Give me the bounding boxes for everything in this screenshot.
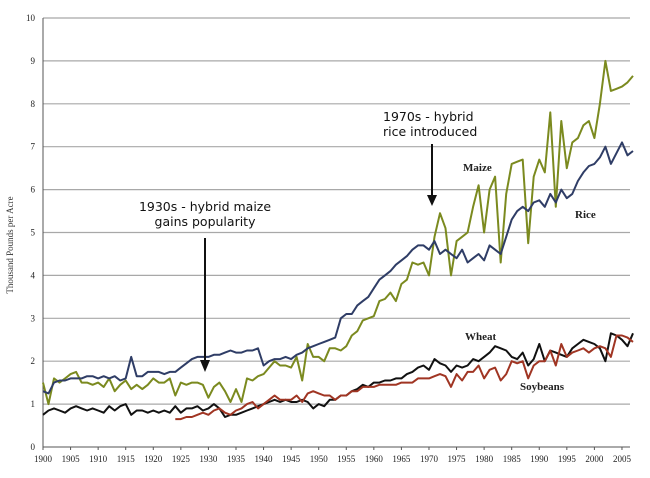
y-tick-label: 3 (31, 313, 36, 323)
x-tick-label: 1975 (448, 454, 467, 464)
arrowhead-icon (200, 360, 210, 372)
series-lines (42, 59, 634, 421)
x-tick-label: 1920 (144, 454, 163, 464)
x-tick-label: 1980 (475, 454, 494, 464)
x-tick-label: 1945 (282, 454, 301, 464)
x-tick-label: 1930 (199, 454, 218, 464)
y-tick-label: 2 (31, 356, 36, 366)
arrowhead-icon (427, 195, 437, 206)
x-tick-label: 1960 (365, 454, 384, 464)
x-tick-label: 1955 (337, 454, 356, 464)
x-tick-label: 1965 (392, 454, 411, 464)
x-axis-ticks: 1900 1905 1910 1915 1920 1925 1930 1935 1940 1945… (34, 447, 631, 464)
x-tick-label: 1915 (117, 454, 136, 464)
annotation-hybrid-rice: 1970s - hybrid rice introduced (383, 109, 477, 206)
series-label-maize: Maize (463, 162, 492, 174)
series-label-soybeans: Soybeans (520, 381, 565, 393)
y-tick-label: 4 (31, 270, 36, 280)
y-tick-label: 9 (31, 56, 36, 66)
annotation-text-line: 1930s - hybrid maize (139, 199, 271, 214)
y-tick-label: 1 (31, 399, 36, 409)
x-tick-label: 1925 (172, 454, 191, 464)
x-tick-label: 1910 (89, 454, 108, 464)
y-tick-label: 0 (31, 442, 36, 452)
x-tick-label: 1900 (34, 454, 53, 464)
annotation-text-line: 1970s - hybrid (383, 109, 474, 124)
annotation-hybrid-maize: 1930s - hybrid maize gains popularity (139, 199, 271, 372)
series-line-rice (42, 141, 634, 395)
y-tick-label: 6 (31, 185, 36, 195)
series-line-maize (42, 59, 634, 406)
x-tick-label: 1990 (530, 454, 549, 464)
y-axis-label: Thousand Pounds per Acre (5, 196, 15, 293)
x-tick-label: 1985 (503, 454, 522, 464)
annotation-text-line: rice introduced (383, 124, 477, 139)
y-tick-label: 7 (31, 142, 36, 152)
y-axis-ticks: 0 1 2 3 4 5 6 7 8 9 10 (26, 13, 36, 452)
x-tick-label: 1905 (62, 454, 81, 464)
x-tick-label: 1950 (310, 454, 329, 464)
y-tick-label: 5 (31, 228, 36, 238)
gridlines (43, 17, 630, 405)
series-label-wheat: Wheat (465, 331, 497, 343)
y-tick-label: 10 (26, 13, 36, 23)
series-label-rice: Rice (575, 209, 596, 221)
x-tick-label: 1995 (558, 454, 577, 464)
annotation-text-line: gains popularity (155, 214, 257, 229)
x-tick-label: 2005 (613, 454, 632, 464)
x-tick-label: 2000 (585, 454, 604, 464)
series-line-soybeans (175, 334, 634, 421)
y-tick-label: 8 (31, 99, 36, 109)
x-tick-label: 1970 (420, 454, 439, 464)
x-tick-label: 1935 (227, 454, 246, 464)
x-tick-label: 1940 (255, 454, 274, 464)
